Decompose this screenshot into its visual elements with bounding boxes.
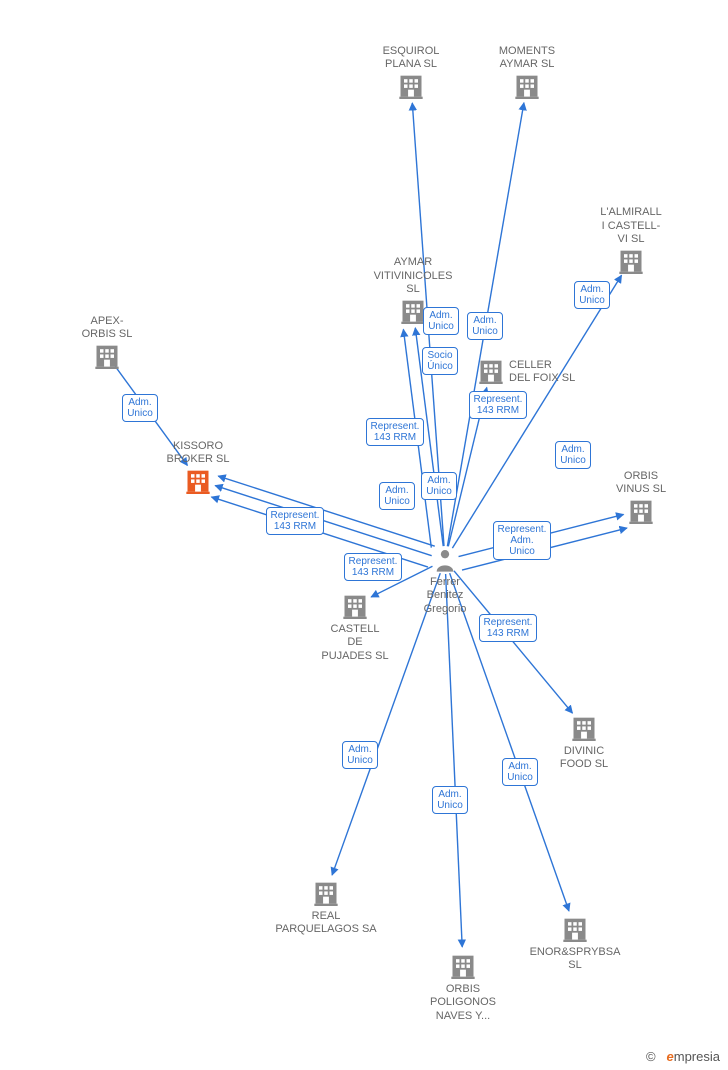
edge-label: Adm. Unico bbox=[432, 786, 468, 814]
edge-label: Adm. Unico bbox=[122, 394, 158, 422]
edge-label: Adm. Unico bbox=[342, 741, 378, 769]
brand-rest: mpresia bbox=[674, 1049, 720, 1064]
copyright-symbol: © bbox=[646, 1049, 656, 1064]
edge-label: Adm. Unico bbox=[423, 307, 459, 335]
edge-label: Adm. Unico bbox=[555, 441, 591, 469]
edge-labels-layer: Adm. UnicoAdm. UnicoAdm. UnicoSocio Únic… bbox=[0, 0, 728, 1070]
edge-label: Adm. Unico bbox=[467, 312, 503, 340]
edge-label: Adm. Unico bbox=[421, 472, 457, 500]
edge-label: Represent. 143 RRM bbox=[266, 507, 325, 535]
edge-label: Represent. 143 RRM bbox=[469, 391, 528, 419]
edge-label: Represent. Adm. Unico bbox=[493, 521, 552, 560]
edge-label: Adm. Unico bbox=[502, 758, 538, 786]
edge-label: Represent. 143 RRM bbox=[366, 418, 425, 446]
edge-label: Socio Único bbox=[422, 347, 458, 375]
footer-credit: © empresia bbox=[646, 1049, 720, 1064]
edge-label: Represent. 143 RRM bbox=[479, 614, 538, 642]
edge-label: Adm. Unico bbox=[574, 281, 610, 309]
edge-label: Represent. 143 RRM bbox=[344, 553, 403, 581]
brand-first-letter: e bbox=[667, 1049, 674, 1064]
edge-label: Adm. Unico bbox=[379, 482, 415, 510]
